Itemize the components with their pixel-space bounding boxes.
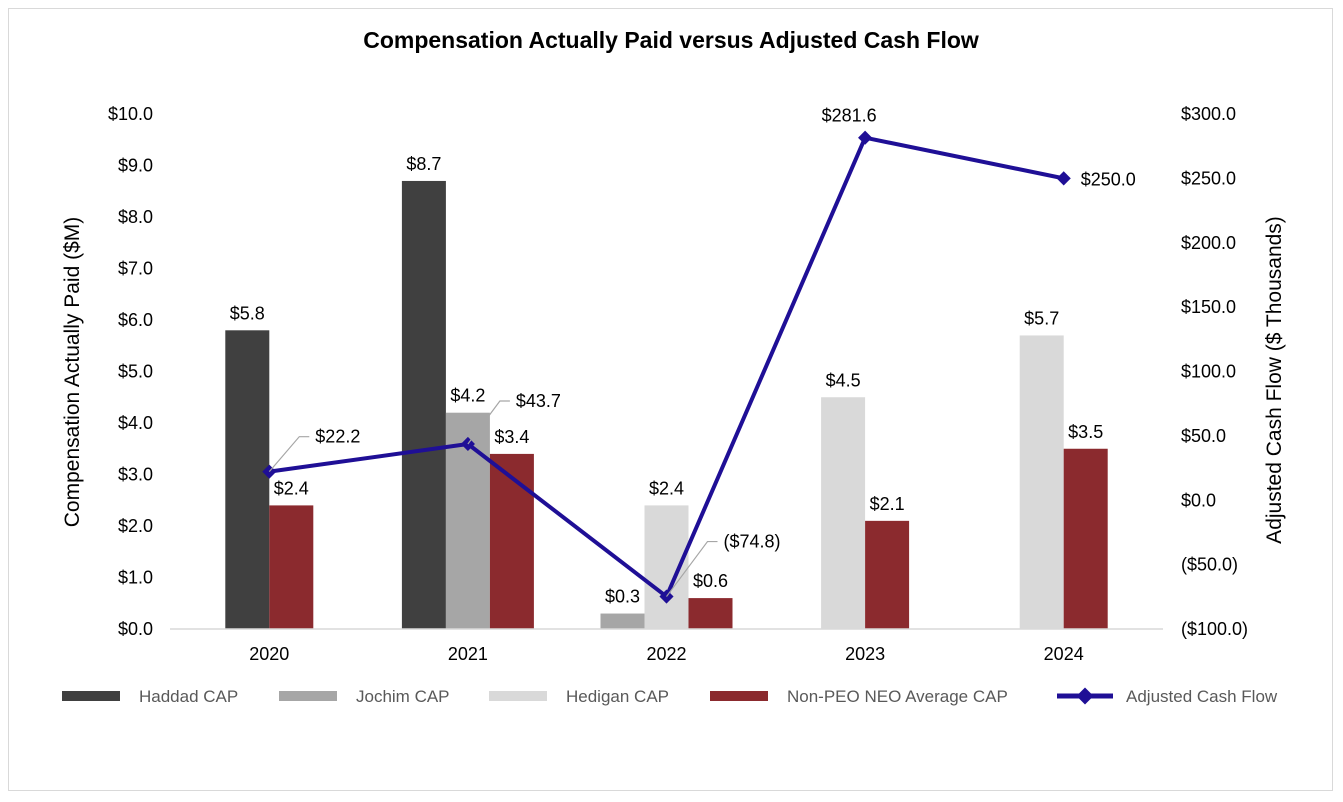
- legend-label: Haddad CAP: [139, 687, 238, 706]
- x-tick-label: 2023: [845, 644, 885, 664]
- bar-data-label: $3.5: [1068, 422, 1103, 442]
- legend-label: Jochim CAP: [356, 687, 450, 706]
- bar-data-label: $3.4: [494, 427, 529, 447]
- y-tick-label: $7.0: [118, 259, 153, 279]
- bar-data-label: $4.5: [826, 370, 861, 390]
- legend-swatch: [62, 691, 120, 701]
- y-tick-label: $4.0: [118, 413, 153, 433]
- bar: [1063, 448, 1108, 629]
- x-tick-label: 2021: [448, 644, 488, 664]
- x-tick-label: 2024: [1044, 644, 1084, 664]
- bar: [688, 598, 733, 629]
- y2-tick-label: $250.0: [1181, 168, 1236, 188]
- y2-tick-label: $50.0: [1181, 426, 1226, 446]
- legend-item: Non-PEO NEO Average CAP: [710, 687, 1008, 706]
- bar: [401, 180, 446, 629]
- leader-line: [467, 400, 510, 445]
- legend-marker: [1076, 687, 1094, 705]
- line-point-marker: [858, 130, 873, 145]
- y2-tick-label: $150.0: [1181, 297, 1236, 317]
- y-axis-title: Compensation Actually Paid ($M): [61, 217, 84, 527]
- legend-swatch: [279, 691, 337, 701]
- y-tick-label: $8.0: [118, 207, 153, 227]
- chart-title: Compensation Actually Paid versus Adjust…: [363, 27, 979, 53]
- chart-frame: [8, 8, 1333, 791]
- y-tick-label: $6.0: [118, 310, 153, 330]
- y2-tick-label: $300.0: [1181, 104, 1236, 124]
- legend-item: Haddad CAP: [62, 687, 238, 706]
- legend-swatch: [710, 691, 768, 701]
- bar-data-label: $5.8: [230, 303, 265, 323]
- line-data-label: $43.7: [516, 391, 561, 411]
- y2-axis-title: Adjusted Cash Flow ($ Thousands): [1263, 216, 1286, 544]
- line-point-marker: [1056, 171, 1071, 186]
- bar-data-label: $5.7: [1024, 308, 1059, 328]
- y-tick-label: $5.0: [118, 362, 153, 382]
- legend-label: Adjusted Cash Flow: [1126, 687, 1278, 706]
- bar: [269, 505, 314, 629]
- y2-tick-label: $0.0: [1181, 490, 1216, 510]
- line-data-label: $281.6: [822, 106, 877, 126]
- bar-data-label: $0.6: [693, 571, 728, 591]
- legend-label: Non-PEO NEO Average CAP: [787, 687, 1008, 706]
- leader-line: [666, 540, 718, 597]
- bar-data-label: $2.4: [649, 478, 684, 498]
- bar-data-label: $2.4: [274, 478, 309, 498]
- line-data-label: $250.0: [1081, 169, 1136, 189]
- y2-tick-label: $200.0: [1181, 233, 1236, 253]
- x-tick-label: 2022: [646, 644, 686, 664]
- y-tick-label: $3.0: [118, 465, 153, 485]
- y-tick-label: $2.0: [118, 516, 153, 536]
- legend-swatch: [489, 691, 547, 701]
- bar: [865, 520, 910, 629]
- leader-line: [268, 436, 310, 473]
- y-tick-label: $10.0: [108, 104, 153, 124]
- legend-item: Hedigan CAP: [489, 687, 669, 706]
- line-data-label: $22.2: [315, 427, 360, 447]
- line-data-label: ($74.8): [724, 532, 781, 552]
- legend-item: Adjusted Cash Flow: [1057, 687, 1278, 706]
- legend-item: Jochim CAP: [279, 687, 450, 706]
- y2-tick-label: ($50.0): [1181, 555, 1238, 575]
- y-tick-label: $9.0: [118, 156, 153, 176]
- x-tick-label: 2020: [249, 644, 289, 664]
- bar-data-label: $0.3: [605, 587, 640, 607]
- bar: [821, 397, 866, 629]
- y-tick-label: $0.0: [118, 619, 153, 639]
- bar-data-label: $8.7: [406, 154, 441, 174]
- bar-data-label: $4.2: [450, 386, 485, 406]
- bar: [1019, 335, 1064, 629]
- bar: [600, 613, 645, 629]
- bar: [225, 330, 270, 629]
- y2-tick-label: ($100.0): [1181, 619, 1248, 639]
- y2-tick-label: $100.0: [1181, 362, 1236, 382]
- bar-data-label: $2.1: [870, 494, 905, 514]
- legend-label: Hedigan CAP: [566, 687, 669, 706]
- bar: [489, 453, 534, 629]
- bar: [644, 505, 689, 629]
- y-tick-label: $1.0: [118, 568, 153, 588]
